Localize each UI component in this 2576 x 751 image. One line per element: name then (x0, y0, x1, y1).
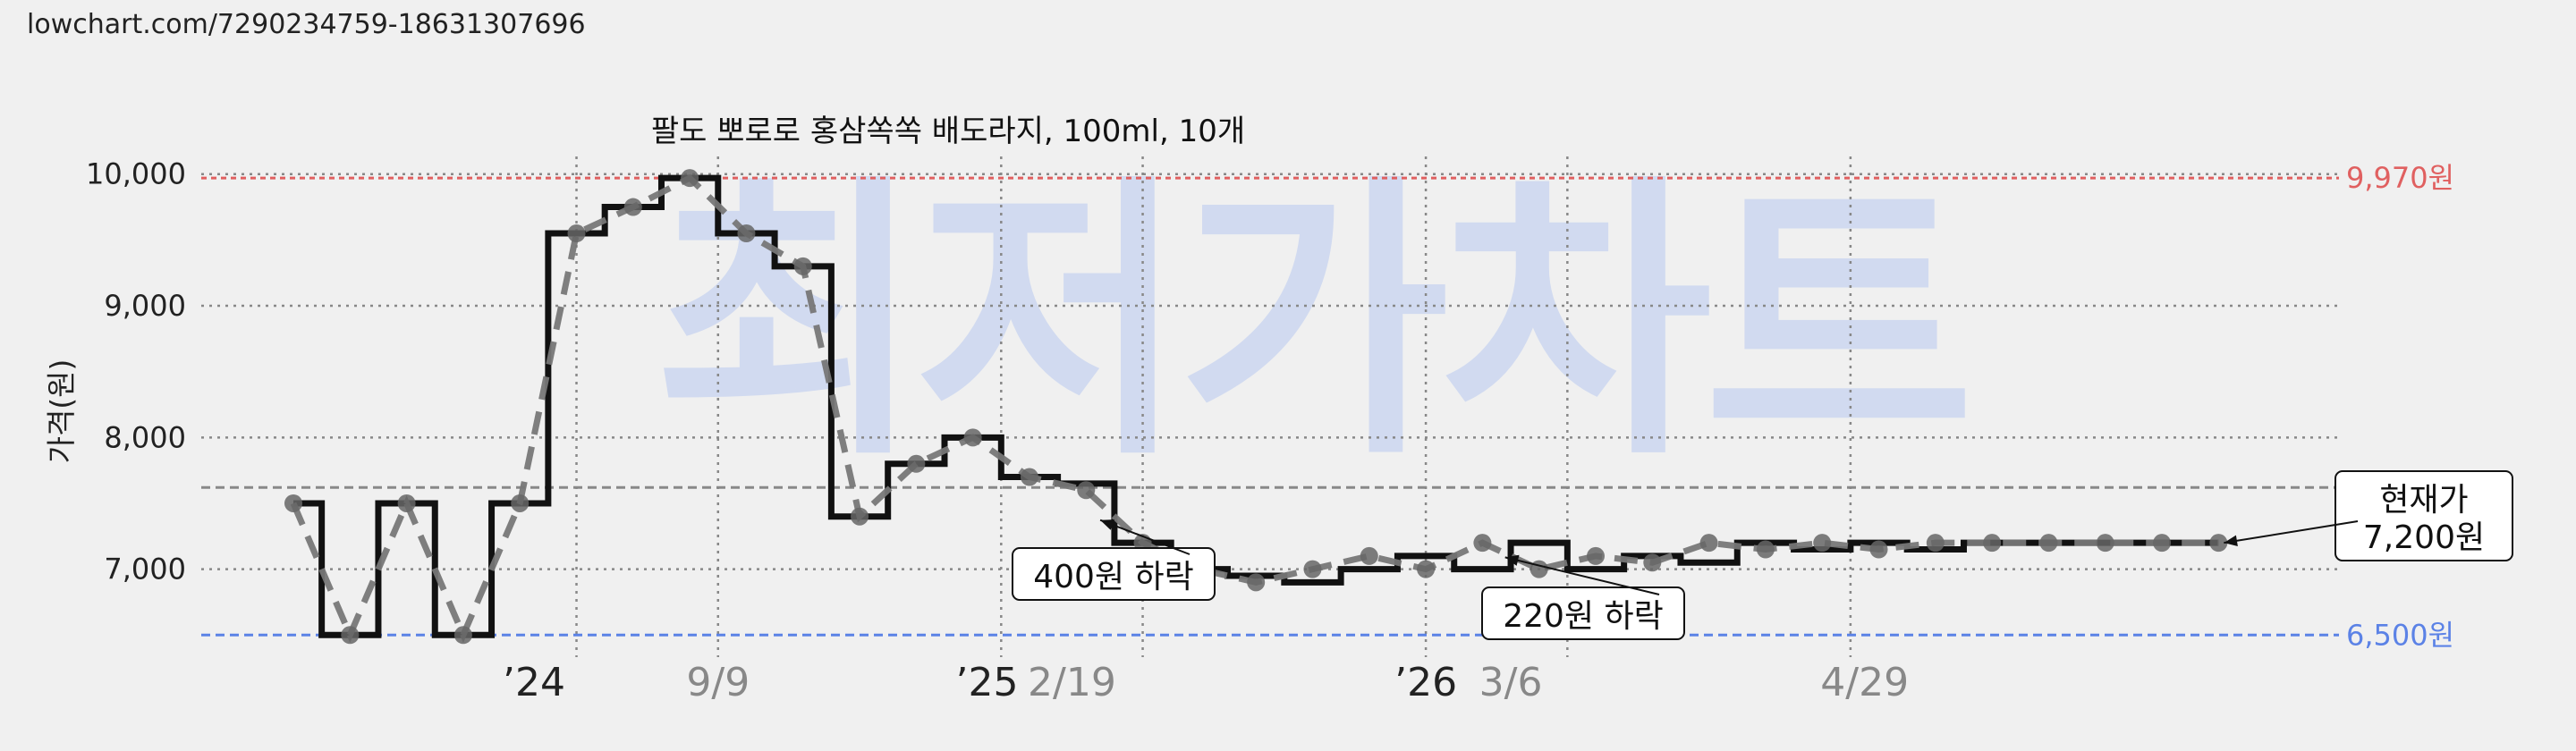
data-point (1869, 540, 1888, 559)
data-point (1417, 560, 1436, 578)
data-point (2039, 534, 2058, 553)
ytick-label-2: 9,000 (104, 289, 186, 323)
data-point (341, 626, 360, 645)
data-point (1983, 534, 2002, 553)
ref-label-min: 6,500원 (2346, 618, 2454, 652)
watermark: 최저가차트 (653, 151, 1966, 494)
annotation-drop-220-arrow (1504, 556, 1660, 595)
data-point (2209, 534, 2228, 553)
data-point (1530, 560, 1548, 578)
ytick-label-0: 7,000 (104, 553, 186, 586)
current-price-arrowhead (2224, 535, 2238, 546)
data-point (397, 494, 416, 512)
annotation-drop-400-arrowhead (1100, 519, 1115, 530)
data-point (1077, 481, 1096, 500)
current-price-label-text: 현재가 (2379, 482, 2468, 519)
data-point (1473, 534, 1492, 553)
annotation-drop-400-box (1012, 547, 1216, 601)
data-point (511, 494, 530, 512)
xtick-label-3: 2/19 (1028, 660, 1116, 705)
data-point (1699, 534, 1718, 553)
y-axis-label: 가격(원) (44, 359, 79, 464)
ytick-label-1: 8,000 (104, 420, 186, 454)
data-point (1643, 553, 1662, 572)
xtick-label-1: 9/9 (686, 660, 750, 705)
data-point (1360, 546, 1378, 565)
data-point (1020, 468, 1038, 486)
data-point (2153, 534, 2172, 553)
annotation-drop-400: 400원 하락 (1012, 547, 1216, 601)
grid (201, 156, 2339, 657)
xtick-label-6: 4/29 (1820, 660, 1909, 705)
data-point (1303, 560, 1322, 578)
current-price-arrow (2224, 520, 2359, 544)
data-point (1587, 546, 1605, 565)
xtick-label-0: ’24 (503, 660, 565, 705)
series (284, 169, 2228, 645)
current-price-label-box (2334, 470, 2513, 561)
x-axis-ticks: ’24 9/9 ’25 2/19 ’26 3/6 4/29 (503, 660, 1909, 705)
data-point (793, 257, 812, 275)
series-step-line (293, 174, 2219, 638)
y-axis-ticks: 7,000 8,000 9,000 10,000 (86, 157, 186, 586)
data-point (851, 507, 869, 526)
data-point (681, 169, 699, 188)
data-point (963, 428, 982, 447)
data-point (1813, 534, 1832, 553)
data-point (567, 224, 586, 243)
data-point (284, 494, 302, 512)
data-point (2096, 534, 2114, 553)
data-point (453, 626, 472, 645)
annotation-drop-400-arrow (1099, 519, 1191, 555)
xtick-label-5: 3/6 (1479, 660, 1543, 705)
current-price-label-text: 7,200원 (2363, 519, 2485, 556)
ytick-label-3: 10,000 (86, 157, 186, 191)
xtick-label-4: ’26 (1394, 660, 1457, 705)
xtick-label-2: ’25 (955, 660, 1018, 705)
chart-title: 팔도 뽀로로 홍삼쏙쏙 배도라지, 100ml, 10개 (651, 114, 1245, 149)
data-point (737, 224, 756, 243)
annotation-drop-220-arrowhead (1504, 554, 1520, 566)
data-point (1247, 573, 1266, 592)
data-point (907, 454, 926, 473)
annotation-drop-220: 220원 하락 (1481, 586, 1685, 640)
annotation-drop-220-text: 220원 하락 (1503, 598, 1664, 635)
page-url: lowchart.com/7290234759-18631307696 (27, 9, 586, 40)
ref-label-max: 9,970원 (2346, 161, 2454, 195)
data-point (1756, 540, 1775, 559)
annotation-drop-220-box (1481, 586, 1685, 640)
data-point (623, 198, 642, 216)
annotation-drop-400-text: 400원 하락 (1033, 559, 1194, 595)
data-point (1926, 534, 1945, 553)
